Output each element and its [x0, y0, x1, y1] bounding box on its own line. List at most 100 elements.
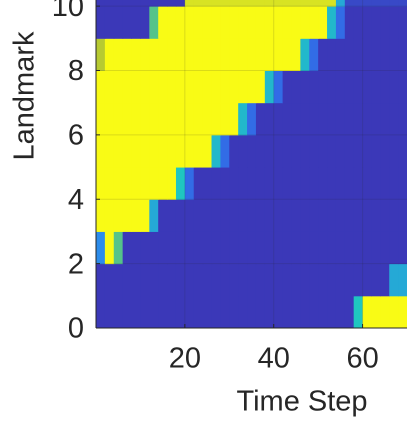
heatmap-cell	[104, 263, 115, 297]
heatmap-cell	[273, 231, 284, 265]
heatmap-cell	[335, 70, 346, 104]
heatmap-cell	[247, 38, 257, 71]
heatmap-cell	[211, 134, 221, 168]
heatmap-cell	[113, 295, 124, 328]
heatmap-cell	[371, 134, 381, 168]
heatmap-cell	[300, 134, 310, 168]
heatmap-cell	[175, 102, 186, 136]
heatmap-cell	[140, 102, 150, 136]
heatmap-cell	[362, 102, 372, 136]
heatmap-cell	[264, 6, 275, 39]
heatmap-cell	[282, 295, 292, 328]
heatmap-cell	[131, 0, 141, 7]
heatmap-cell	[264, 134, 275, 168]
heatmap-cell	[140, 167, 150, 200]
heatmap-cell	[96, 263, 106, 297]
heatmap-cell	[175, 231, 186, 265]
heatmap-cell	[167, 263, 177, 297]
heatmap-cell	[122, 295, 133, 328]
heatmap-cell	[131, 295, 141, 328]
heatmap-cell	[335, 38, 346, 71]
heatmap-cell	[389, 38, 399, 71]
heatmap-cell	[220, 102, 230, 136]
heatmap-cell	[211, 0, 221, 7]
heatmap-cell	[264, 167, 275, 200]
heatmap-cell	[184, 102, 195, 136]
heatmap-cell	[264, 38, 275, 71]
heatmap-cell	[122, 231, 133, 265]
heatmap-cell	[131, 38, 141, 71]
heatmap-cell	[238, 134, 248, 168]
heatmap-cell	[131, 70, 141, 104]
heatmap-cell	[193, 102, 204, 136]
heatmap-cell	[238, 167, 248, 200]
heatmap-cell	[353, 70, 364, 104]
heatmap-cell	[96, 102, 106, 136]
heatmap-cell	[327, 199, 337, 232]
heatmap-cell	[131, 199, 141, 232]
heatmap-cell	[398, 134, 407, 168]
heatmap-cell	[362, 167, 372, 200]
heatmap-cell	[96, 231, 106, 265]
heatmap-cell	[140, 295, 150, 328]
heatmap-cell	[175, 38, 186, 71]
heatmap-cell	[318, 134, 328, 168]
heatmap-cell	[149, 102, 159, 136]
heatmap-cell	[131, 134, 141, 168]
heatmap-cell	[202, 134, 213, 168]
heatmap-cell	[327, 263, 337, 297]
heatmap-cell	[175, 134, 186, 168]
heatmap-cell	[113, 199, 124, 232]
heatmap-cell	[309, 167, 319, 200]
heatmap-cell	[335, 231, 346, 265]
heatmap-cell	[211, 167, 221, 200]
heatmap-cell	[113, 167, 124, 200]
heatmap-cell	[96, 199, 106, 232]
x-tick-label: 40	[258, 343, 290, 375]
heatmap-cell	[104, 231, 115, 265]
heatmap-cell	[238, 199, 248, 232]
heatmap-cell	[140, 6, 150, 39]
heatmap-cell	[371, 263, 381, 297]
heatmap-cell	[398, 102, 407, 136]
heatmap-cell	[389, 102, 399, 136]
heatmap-cell	[398, 167, 407, 200]
heatmap-cell	[229, 6, 239, 39]
x-tick-label: 60	[346, 343, 378, 375]
heatmap-cell	[255, 231, 266, 265]
heatmap-cell	[255, 0, 266, 7]
heatmap-cell	[149, 0, 159, 7]
heatmap-cell	[371, 70, 381, 104]
heatmap-cell	[291, 6, 301, 39]
heatmap-cell	[211, 70, 221, 104]
heatmap-cell	[318, 70, 328, 104]
heatmap-cell	[335, 0, 346, 7]
heatmap-cell	[371, 6, 381, 39]
heatmap-cell	[335, 102, 346, 136]
heatmap-cell	[389, 70, 399, 104]
heatmap-cell	[380, 167, 390, 200]
heatmap-cell	[380, 295, 390, 328]
heatmap-cell	[344, 134, 355, 168]
heatmap-cell	[327, 295, 337, 328]
heatmap-cell	[247, 199, 257, 232]
heatmap-cell	[122, 134, 133, 168]
heatmap-cell	[220, 6, 230, 39]
heatmap-cell	[202, 263, 213, 297]
heatmap-cell	[335, 295, 346, 328]
heatmap-cell	[104, 38, 115, 71]
heatmap-cell	[202, 167, 213, 200]
heatmap-cell	[273, 167, 284, 200]
y-tick-label: 6	[68, 120, 84, 152]
heatmap-cell	[96, 134, 106, 168]
heatmap-cell	[282, 102, 292, 136]
heatmap-cell	[238, 231, 248, 265]
heatmap-cell	[104, 134, 115, 168]
heatmap-cell	[158, 102, 168, 136]
heatmap-cell	[398, 38, 407, 71]
heatmap-cell	[167, 134, 177, 168]
heatmap-cell	[247, 6, 257, 39]
heatmap-cell	[318, 199, 328, 232]
heatmap-cell	[282, 0, 292, 7]
